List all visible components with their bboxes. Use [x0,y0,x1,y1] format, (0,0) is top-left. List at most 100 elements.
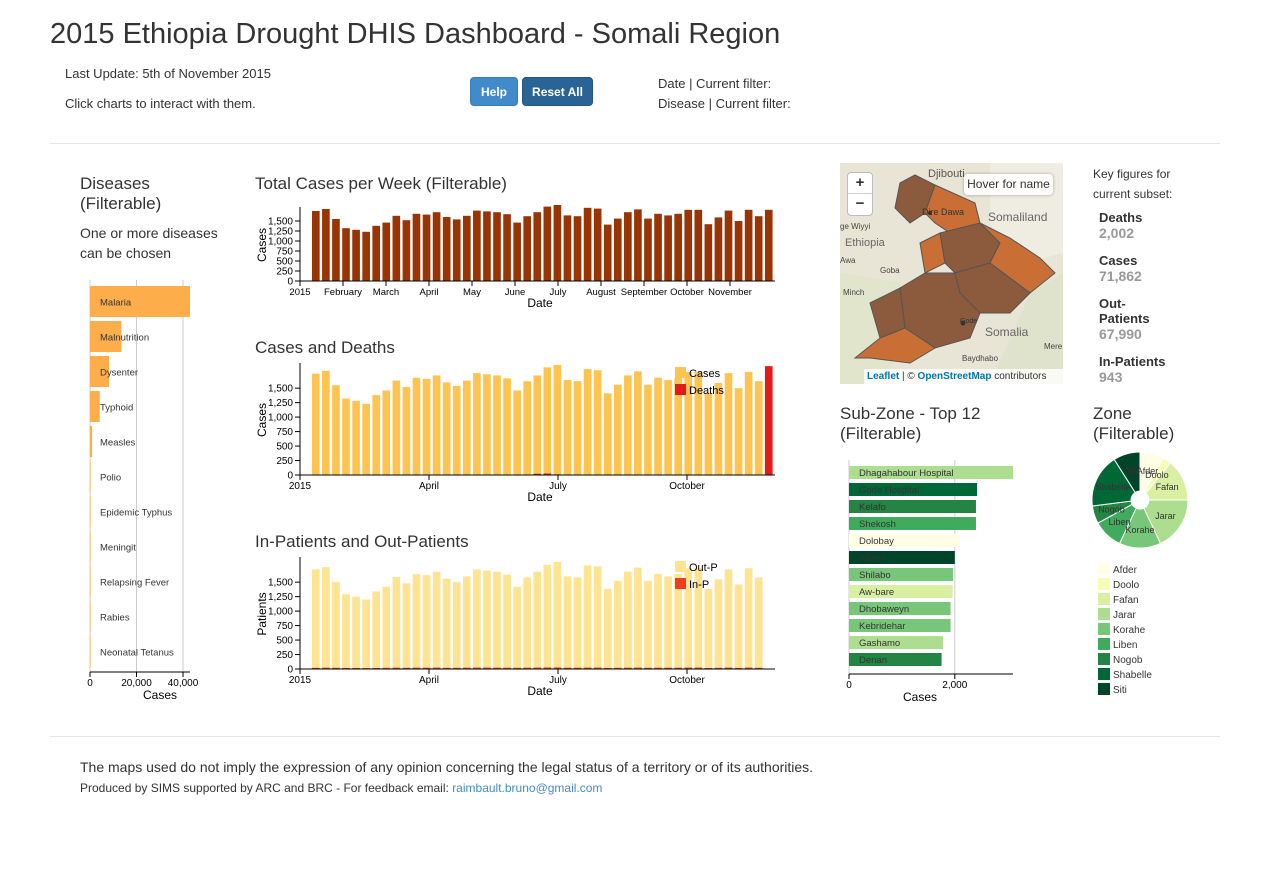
subzone-row[interactable]: Shekosh [849,517,976,530]
disease-row[interactable]: Relapsing Fever [90,566,169,597]
weekly-bar [654,213,662,281]
zone-slice[interactable] [1113,451,1141,494]
inp-bar [674,667,682,669]
inp-bar [513,667,521,669]
subzone-row[interactable]: Dolobay [849,534,961,547]
subzone-row[interactable]: Shilabo [849,568,954,581]
cases-bar [543,367,552,475]
inp-bar [332,667,340,669]
cases-bar [744,371,753,475]
subzone-row[interactable]: Kelafo [849,500,976,513]
zone-legend-item[interactable]: Fafan [1098,593,1139,606]
cases-value: 71,862 [1099,268,1142,284]
disease-row[interactable]: Meningit [90,531,136,562]
disease-row[interactable]: Rabies [90,601,130,632]
cases-bar [352,400,360,475]
inp-bar [523,667,532,669]
inp-bar [593,667,602,669]
key-figures-title-2: current subset: [1093,187,1173,201]
weekly-bar [694,209,703,281]
subzone-row[interactable]: Gashamo [849,636,944,649]
legend-label: Jarar [1113,610,1136,621]
disease-row[interactable]: Epidemic Typhus [90,496,172,527]
diseases-row-chart[interactable]: Malaria Malnutrition Dysenter Typhoid Measle… [80,280,210,705]
reset-all-button[interactable]: Reset All [522,77,593,106]
disease-row[interactable]: Dysenter [90,356,138,387]
legend-swatch [1098,638,1110,650]
cases-bar [483,374,491,475]
inp-bar [684,667,693,669]
zoom-in-button[interactable]: + [848,173,872,194]
osm-link[interactable]: OpenStreetMap [917,371,992,382]
subzone-row[interactable]: Afdem [849,551,955,564]
zone-legend-item[interactable]: Siti [1098,683,1127,696]
disease-label: Malaria [100,298,132,309]
zoom-out-button[interactable]: − [855,195,865,212]
diseases-title-sub: (Filterable) [80,194,162,213]
zone-legend-item[interactable]: Afder [1098,563,1138,576]
legend-label: Fafan [1113,595,1139,606]
zone-slice[interactable] [1091,458,1136,507]
inp-bar [734,667,743,669]
legend-swatch [675,367,686,378]
zone-legend-item[interactable]: Nogob [1098,653,1143,666]
subzone-bar [849,483,978,496]
zone-legend-item[interactable]: Liben [1098,638,1137,651]
map-disclaimer: The maps used do not imply the expressio… [80,759,814,775]
y-tick-label: 0 [287,277,293,288]
disease-row[interactable]: Polio [90,461,121,492]
help-button[interactable]: Help [470,77,518,106]
feedback-email-link[interactable]: raimbault.bruno@gmail.com [452,781,603,795]
disease-row[interactable]: Typhoid [90,391,133,422]
zone-legend-item[interactable]: Jarar [1098,608,1136,621]
subzone-label: Gode Hospital [859,485,919,496]
disease-row[interactable]: Measles [90,426,136,457]
inp-bar [462,667,471,669]
map-zoom-control: + − [847,172,873,216]
disease-row[interactable]: Malaria [90,286,190,317]
subzone-row[interactable]: Aw-bare [849,585,953,598]
region-map[interactable]: Djibouti Dire Dawa Somaliland Ethiopia S… [840,163,1063,384]
subzone-bar [849,636,944,649]
subzone-row[interactable]: Dhagahabour Hospital [849,466,1013,479]
weekly-bar [452,219,461,281]
zone-slice[interactable] [1143,499,1189,545]
x-axis-label: Cases [143,688,177,702]
subzone-row[interactable]: Gode Hospital [849,483,978,496]
zone-legend-item[interactable]: Shabelle [1098,668,1152,681]
cases-bar [432,375,441,475]
y-axis-label: Patients [255,592,269,635]
subzone-row[interactable]: Denan [849,653,942,666]
subzone-label: Shekosh [859,519,896,530]
subzone-row[interactable]: Kebridehar [849,619,951,632]
inp-bar [694,667,703,669]
inp-bar [644,667,652,669]
zone-legend-item[interactable]: Doolo [1098,578,1140,591]
map-label: Gode [960,318,977,325]
weekly-bar [432,212,441,281]
x-axis-label: Date [527,490,553,504]
zone-legend-item[interactable]: Korahe [1098,623,1146,636]
map-label: ge Wiyyi [840,222,870,231]
outp-bar [442,578,451,669]
zone-pie-chart[interactable]: Afder Doolo Fafan Jarar Korahe Liben Nogob Shab… [1090,450,1195,700]
subzone-bar [849,534,961,547]
subzone-label: Kebridehar [859,621,905,632]
subzone-label: Kelafo [859,502,886,513]
outp-bar [654,574,662,669]
disease-bar [90,391,100,422]
disease-row[interactable]: Malnutrition [90,321,149,352]
subzone-row-chart[interactable]: Dhagahabour Hospital Gode Hospital Kelafo S… [840,460,1040,710]
legend-label: Out-P [689,562,718,574]
weekly-bar [593,208,602,281]
outp-bar [332,582,340,669]
x-tick-label: September [621,287,667,298]
weekly-bar [734,221,743,281]
y-tick-label: 500 [276,636,293,647]
leaflet-link[interactable]: Leaflet [867,371,900,382]
inp-bar [493,667,501,669]
disease-row[interactable]: Neonatal Tetanus [90,636,174,667]
legend-swatch [1098,608,1110,620]
subzone-row[interactable]: Dhobaweyn [849,602,951,615]
